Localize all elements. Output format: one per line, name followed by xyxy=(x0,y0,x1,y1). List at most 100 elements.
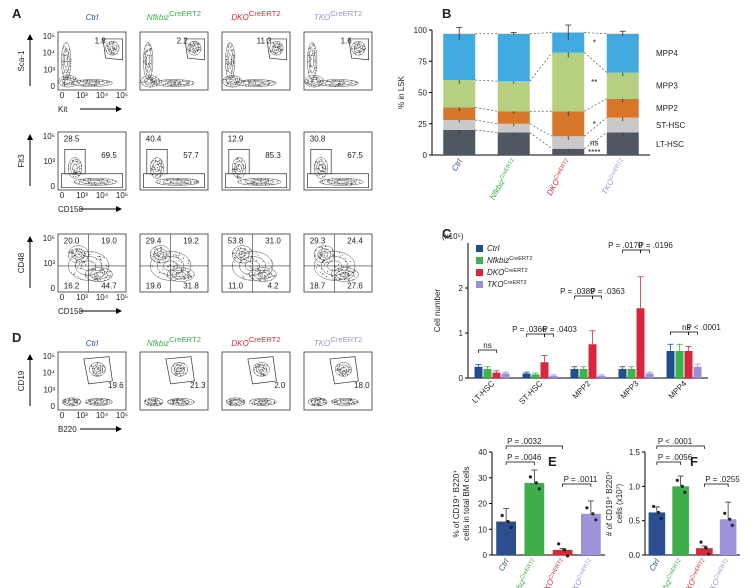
event-dot xyxy=(230,81,232,83)
event-dot xyxy=(76,401,78,403)
event-dot xyxy=(97,279,99,281)
replicate-dot xyxy=(500,513,504,518)
y-axis-label: Cell number xyxy=(433,289,442,332)
bar xyxy=(501,373,510,378)
event-dot xyxy=(66,83,68,85)
event-dot xyxy=(272,42,274,44)
genotype-name: Ctrl xyxy=(86,339,99,348)
event-dot xyxy=(322,163,324,165)
event-dot xyxy=(354,48,356,50)
genotype-sup: CreERT2 xyxy=(499,158,516,181)
density-contour xyxy=(311,398,325,405)
event-dot xyxy=(145,400,147,402)
event-dot xyxy=(72,404,74,406)
event-dot xyxy=(159,180,161,182)
event-dot xyxy=(318,264,320,266)
density-contour xyxy=(231,157,247,179)
event-dot xyxy=(162,167,164,169)
gate-percentage: 16.2 xyxy=(64,282,80,291)
bar xyxy=(696,548,713,555)
event-dot xyxy=(75,176,77,178)
density-contour xyxy=(187,41,202,56)
event-dot xyxy=(194,50,196,52)
event-dot xyxy=(178,273,180,275)
density-contour xyxy=(107,43,118,54)
event-dot xyxy=(280,44,282,46)
event-dot xyxy=(77,399,79,401)
event-dot xyxy=(326,275,328,277)
event-dot xyxy=(230,77,232,79)
event-dot xyxy=(350,181,352,183)
bar xyxy=(636,308,645,378)
genotype-sup: CreERT2 xyxy=(608,158,625,181)
event-dot xyxy=(74,257,76,259)
event-dot xyxy=(230,404,232,406)
significance-label: P = .0196 xyxy=(639,241,674,250)
panel-label: C xyxy=(442,226,452,241)
event-dot xyxy=(95,184,97,186)
event-dot xyxy=(232,168,234,170)
gate xyxy=(61,173,123,189)
event-dot xyxy=(238,78,240,80)
significance-label: ns xyxy=(682,323,690,332)
significance-label: P = .0389 xyxy=(560,287,595,296)
y-axis-label: # of CD19⁺ B220⁺ xyxy=(605,471,614,536)
connector xyxy=(475,107,498,112)
event-dot xyxy=(320,170,322,172)
event-dot xyxy=(149,80,151,82)
event-dot xyxy=(150,68,152,70)
event-dot xyxy=(116,44,118,46)
event-dot xyxy=(270,403,272,405)
event-dot xyxy=(356,401,358,403)
event-dot xyxy=(359,50,361,52)
event-dot xyxy=(332,253,334,255)
event-dot xyxy=(325,249,327,251)
event-dot xyxy=(110,181,112,183)
event-dot xyxy=(185,403,187,405)
event-dot xyxy=(158,160,160,162)
event-dot xyxy=(322,181,324,183)
event-dot xyxy=(353,43,355,45)
significance-label: ns xyxy=(590,139,598,148)
event-dot xyxy=(243,254,245,256)
gate-percentage: 44.7 xyxy=(101,282,117,291)
flow-plot xyxy=(139,233,209,293)
event-dot xyxy=(240,261,242,263)
event-dot xyxy=(92,372,94,374)
event-dot xyxy=(150,81,152,83)
event-dot xyxy=(320,159,322,161)
genotype-label: NfkbizCreERT2 xyxy=(509,558,540,588)
legend-swatch xyxy=(476,245,483,252)
density-contour xyxy=(310,79,318,84)
event-dot xyxy=(230,46,232,48)
event-dot xyxy=(157,162,159,164)
flow-tick-label: 10³ xyxy=(43,259,55,268)
event-dot xyxy=(154,79,156,81)
event-dot xyxy=(77,250,79,252)
event-dot xyxy=(314,51,316,53)
event-dot xyxy=(347,267,349,269)
event-dot xyxy=(189,43,191,45)
event-dot xyxy=(233,63,235,65)
event-dot xyxy=(344,273,346,275)
event-dot xyxy=(96,274,98,276)
event-dot xyxy=(264,274,266,276)
event-dot xyxy=(172,401,174,403)
event-dot xyxy=(325,246,327,248)
event-dot xyxy=(266,269,268,271)
event-dot xyxy=(230,402,232,404)
event-dot xyxy=(238,164,240,166)
genotype-sup: CreERT2 xyxy=(509,256,532,262)
event-dot xyxy=(322,80,324,82)
event-dot xyxy=(252,402,254,404)
event-dot xyxy=(167,253,169,255)
event-dot xyxy=(160,172,162,174)
significance-bracket xyxy=(640,249,650,253)
event-dot xyxy=(238,81,240,83)
event-dot xyxy=(227,70,229,72)
event-dot xyxy=(319,251,321,253)
event-dot xyxy=(66,73,68,75)
event-dot xyxy=(325,171,327,173)
event-dot xyxy=(173,276,175,278)
event-dot xyxy=(183,277,185,279)
